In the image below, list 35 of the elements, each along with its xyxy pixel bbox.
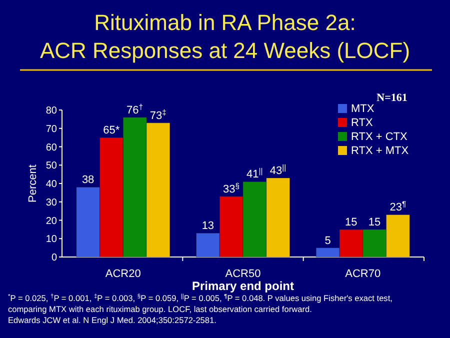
data-label: 13	[202, 220, 214, 232]
legend-label: MTX	[351, 103, 375, 115]
y-tick-label: 30	[46, 197, 58, 208]
x-tick-label: ACR70	[345, 268, 381, 280]
text: Edwards JCW et al. N Engl J Med. 2004;350:2572-2581.	[8, 315, 216, 325]
legend-label: RTX + MTX	[351, 145, 410, 157]
y-tick-label: 40	[46, 179, 58, 190]
y-axis-title: Percent	[27, 164, 39, 202]
data-label: 73$^{‡}$	[150, 107, 166, 122]
y-tick-label: 80	[46, 106, 58, 116]
x-tick-label: ACR20	[105, 268, 141, 280]
y-tick-label: 50	[46, 160, 58, 172]
text: comparing MTX with each rituximab group. LOCF, last observation carried forward.	[8, 304, 312, 314]
y-tick-label: 70	[46, 124, 58, 135]
data-label: 41$^{||}$	[246, 166, 263, 181]
text: $^{*}$P = 0.025, $^{†}$P = 0.001, $^{‡}$P = 0.003, $^{§}$P = 0.059, $^{||}$P = 0.005, $^{¶}$P = 0.048. P values using Fisher's exact test,	[8, 293, 392, 303]
chart-title: Rituximab in RA Phase 2a: ACR Responses at 24 Weeks (LOCF)	[40, 10, 410, 63]
legend-label: RTX + CTX	[351, 131, 408, 143]
y-tick-label: 10	[46, 234, 58, 246]
data-label: 38	[82, 174, 94, 186]
data-label: 76$^{†}$	[126, 102, 144, 116]
data-label: 5	[324, 234, 331, 247]
data-label: 33$^{§}$	[223, 180, 240, 196]
y-tick-label: 20	[46, 216, 58, 227]
y-tick-label: 60	[46, 142, 58, 154]
text: N=161	[376, 92, 408, 104]
y-tick-label: 0	[51, 252, 58, 264]
data-label: 23$^{¶}$	[390, 199, 406, 214]
x-tick-label: ACR50	[225, 268, 261, 280]
data-label: 15	[368, 216, 381, 228]
data-label: 65*	[103, 124, 120, 137]
data-label: 15	[345, 216, 358, 228]
x-axis-title: Primary end point	[192, 279, 294, 293]
data-label: 43$^{||}$	[270, 162, 286, 177]
legend-label: RTX	[351, 117, 374, 129]
